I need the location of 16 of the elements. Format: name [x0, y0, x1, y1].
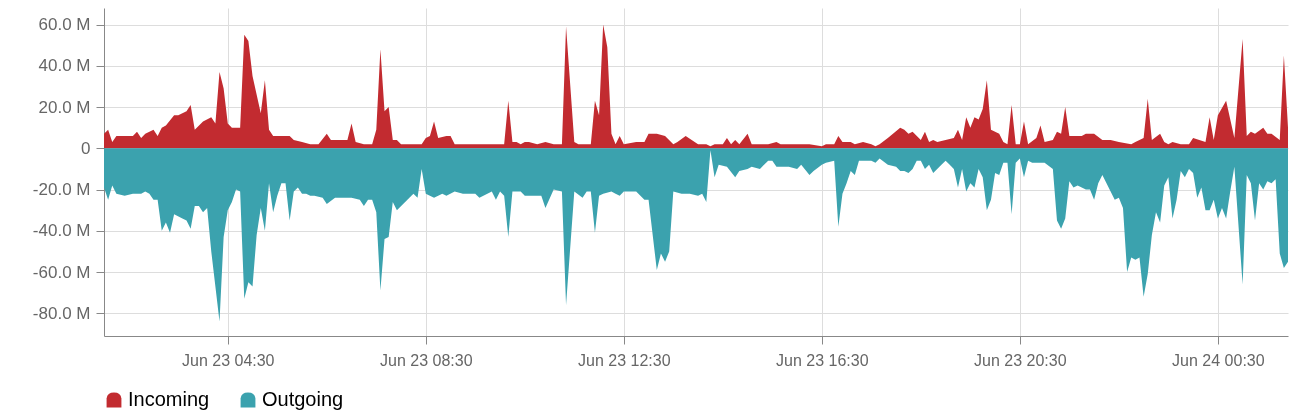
y-tick-label: -20.0 M	[32, 180, 91, 200]
y-tick-label: -60.0 M	[32, 262, 91, 282]
y-tick-label: 60.0 M	[38, 15, 91, 34]
x-tick-label: Jun 23 16:30	[776, 351, 869, 369]
x-tick-label: Jun 23 08:30	[380, 351, 473, 369]
x-tick-label: Jun 24 00:30	[1172, 351, 1265, 369]
y-tick-label: 40.0 M	[38, 56, 91, 76]
x-tick-label: Jun 23 12:30	[578, 351, 671, 369]
y-tick-label: -80.0 M	[32, 303, 91, 323]
legend-label: Incoming	[128, 388, 210, 410]
y-tick-label: 20.0 M	[38, 97, 91, 117]
legend-label: Outgoing	[262, 388, 344, 410]
y-tick-label: -40.0 M	[32, 221, 91, 241]
x-tick-label: Jun 23 20:30	[974, 351, 1067, 369]
x-tick-label: Jun 23 04:30	[182, 351, 275, 369]
y-tick-label: 0	[81, 138, 91, 158]
